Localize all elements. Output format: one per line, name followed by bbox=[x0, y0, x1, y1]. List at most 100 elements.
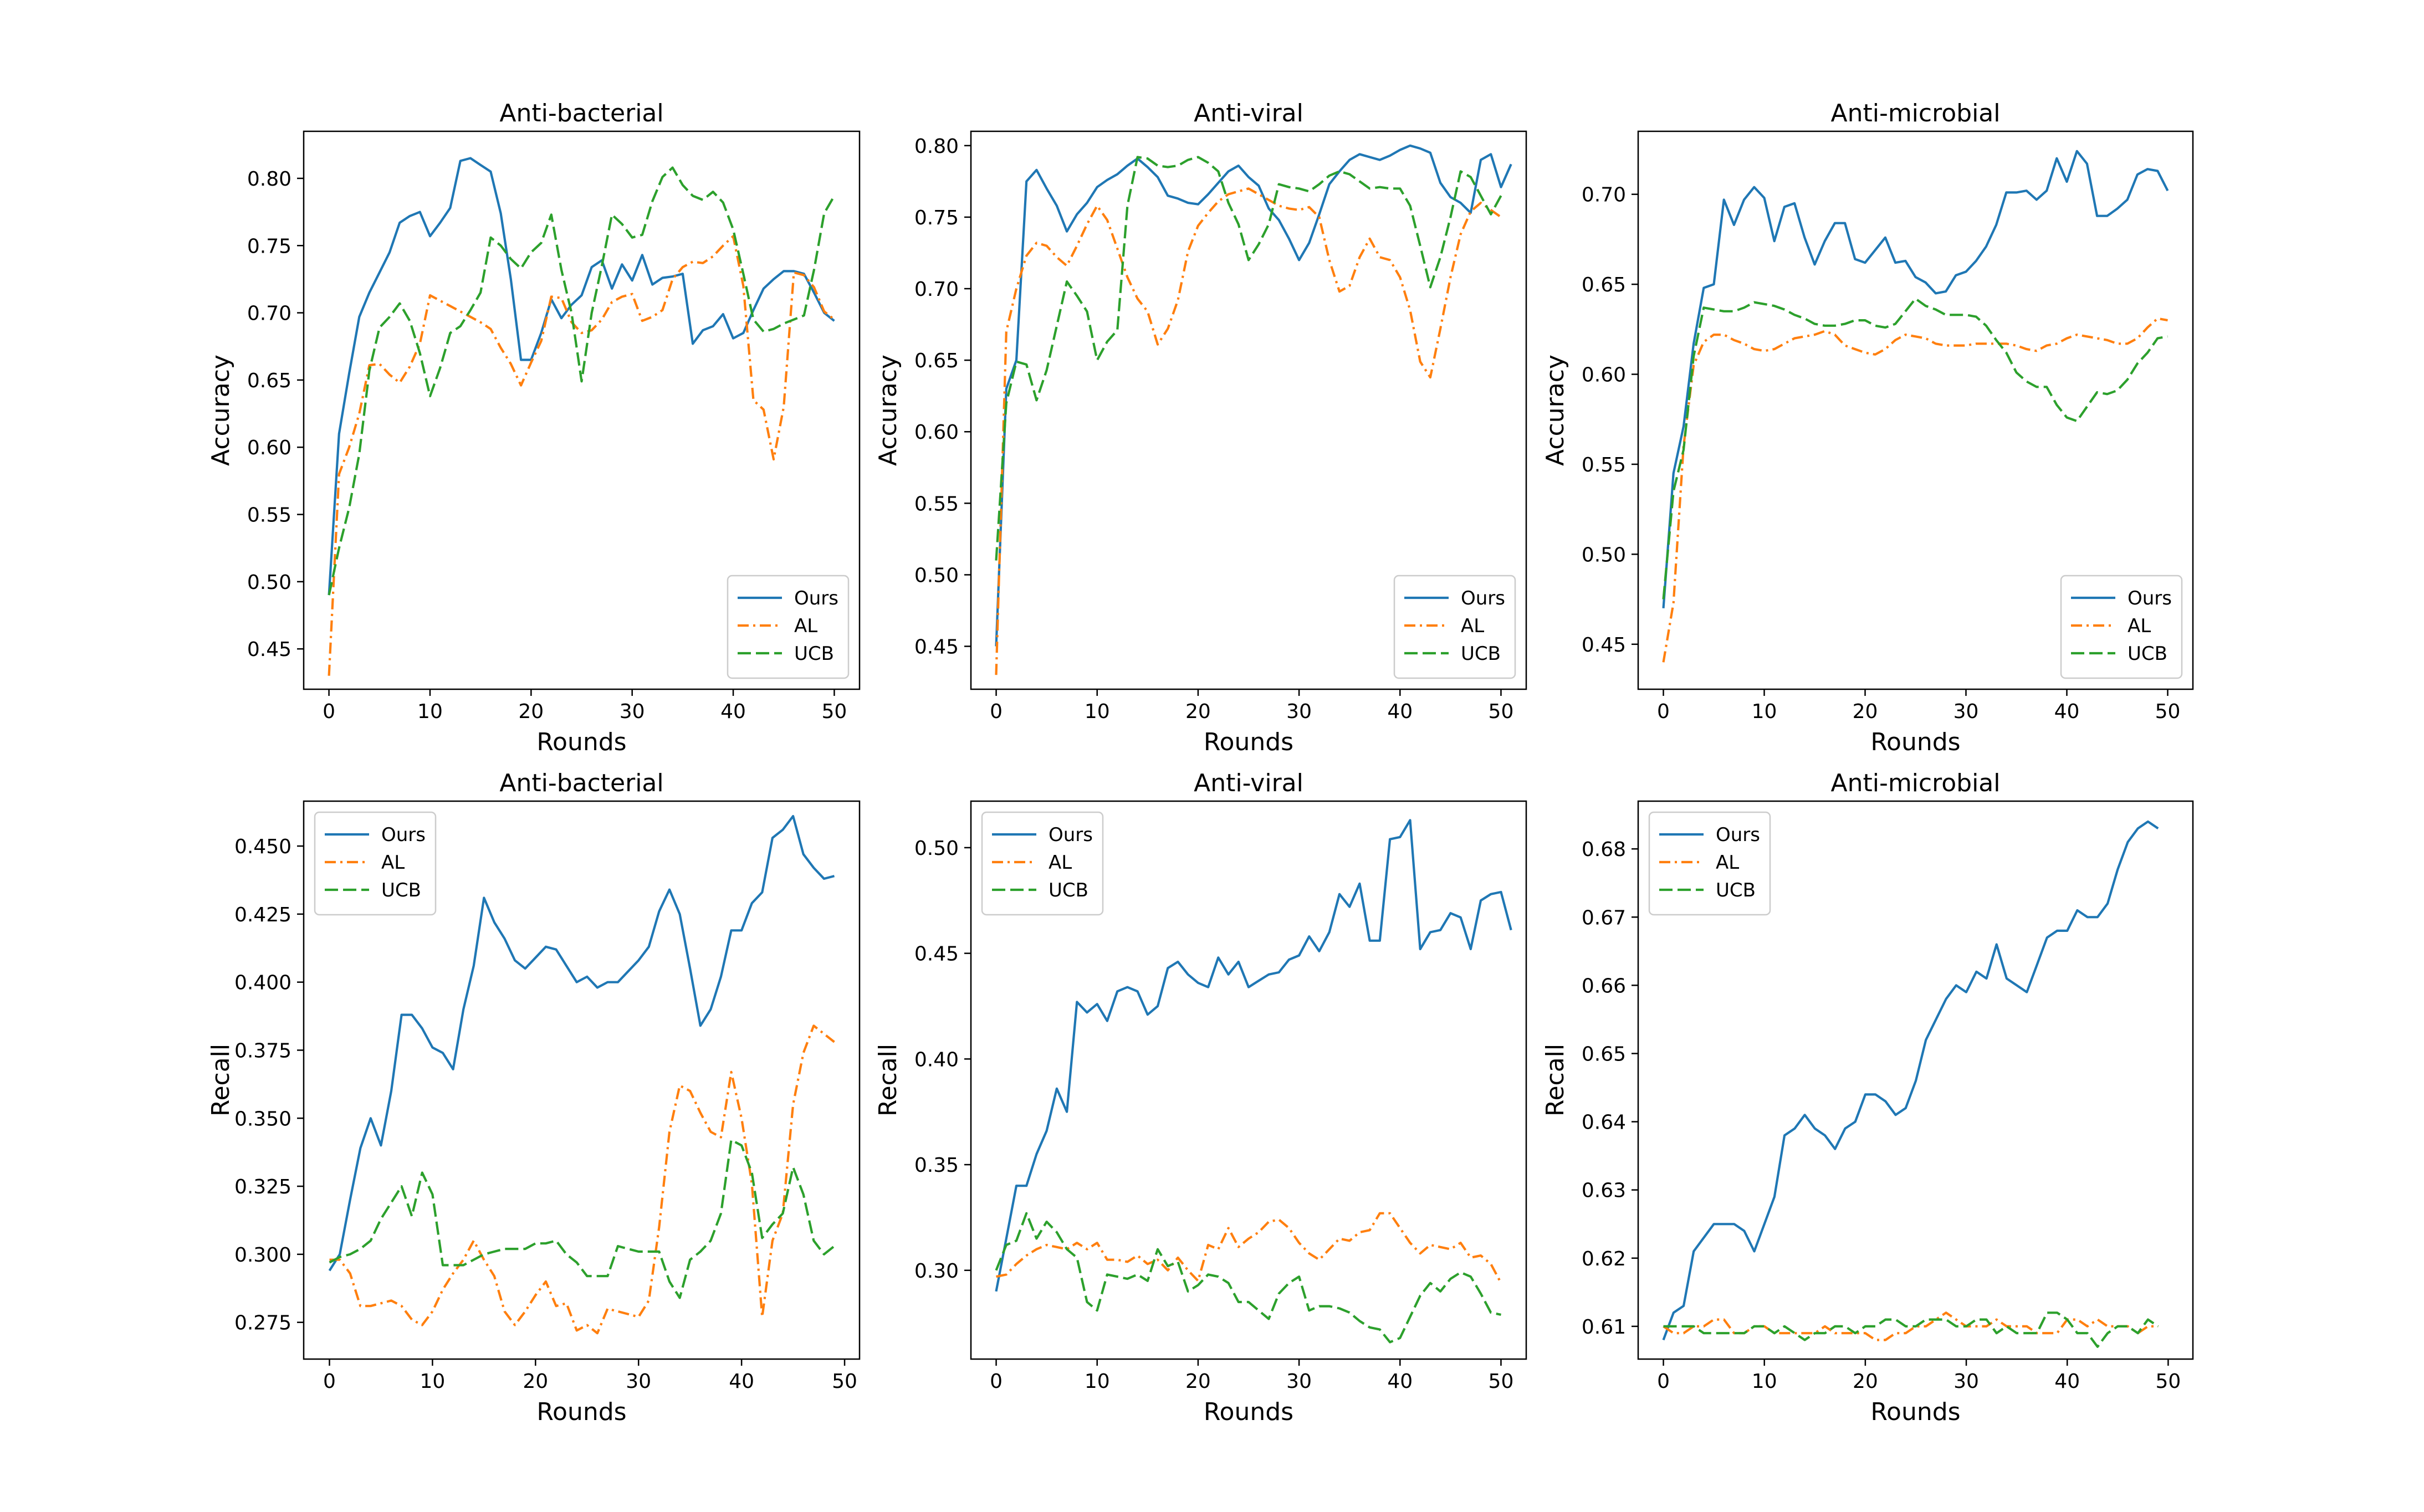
y-tick-label: 0.67 bbox=[1582, 906, 1626, 929]
series-group bbox=[995, 144, 1512, 675]
x-tick-label: 30 bbox=[1953, 1370, 1979, 1393]
y-tick-label: 0.45 bbox=[914, 943, 959, 966]
y-tick-label: 0.66 bbox=[1582, 975, 1626, 997]
x-tick-label: 20 bbox=[1853, 1370, 1878, 1393]
legend-label-al: AL bbox=[1049, 852, 1072, 874]
x-axis-label: Rounds bbox=[536, 1398, 626, 1426]
legend-label-al: AL bbox=[381, 852, 405, 874]
x-tick-label: 0 bbox=[1657, 1370, 1670, 1393]
series-group bbox=[328, 157, 836, 676]
y-tick-label: 0.55 bbox=[247, 504, 292, 527]
legend: Ours AL UCB bbox=[1648, 811, 1771, 916]
y-tick-label: 0.60 bbox=[1582, 364, 1626, 387]
x-tick-label: 50 bbox=[1489, 700, 1514, 723]
x-tick-label: 10 bbox=[1085, 700, 1110, 723]
x-tick-label: 20 bbox=[1853, 700, 1878, 723]
y-tick-label: 0.325 bbox=[234, 1176, 292, 1198]
x-tick-label: 10 bbox=[420, 1370, 445, 1393]
x-tick-label: 40 bbox=[2054, 700, 2080, 723]
x-tick-label: 40 bbox=[1387, 700, 1413, 723]
series-line-ucb bbox=[328, 166, 836, 596]
series-line-al bbox=[995, 187, 1502, 675]
y-tick-label: 0.68 bbox=[1582, 838, 1626, 861]
y-tick-label: 0.40 bbox=[914, 1048, 959, 1071]
legend-label-ours: Ours bbox=[1461, 587, 1505, 609]
legend-label-ucb: UCB bbox=[1461, 643, 1501, 665]
series-line-ucb bbox=[995, 156, 1502, 561]
x-axis-label: Rounds bbox=[1870, 1398, 1960, 1426]
y-axis-label: Accuracy bbox=[874, 355, 902, 466]
y-tick-label: 0.64 bbox=[1582, 1111, 1626, 1134]
x-axis-label: Rounds bbox=[1204, 728, 1293, 756]
x-tick-label: 40 bbox=[720, 700, 746, 723]
series-line-ours bbox=[328, 157, 835, 596]
y-tick-label: 0.375 bbox=[234, 1039, 292, 1062]
x-tick-label: 40 bbox=[1387, 1370, 1413, 1393]
subplot-6: Anti-microbial 0 10 20 30 40 50 0.61 0.62 0.63 0.6… bbox=[1541, 769, 2194, 1426]
y-tick-label: 0.400 bbox=[234, 972, 292, 995]
plot-frame bbox=[303, 130, 861, 690]
x-tick-label: 10 bbox=[417, 700, 443, 723]
y-tick-label: 0.45 bbox=[914, 636, 959, 659]
series-line-al bbox=[329, 1024, 835, 1335]
subplot-3: Anti-microbial 0 10 20 30 40 50 0.45 0.50 0.55 0.6… bbox=[1541, 99, 2194, 756]
legend-label-ours: Ours bbox=[1716, 824, 1760, 846]
y-tick-label: 0.350 bbox=[234, 1108, 292, 1130]
y-tick-label: 0.65 bbox=[1582, 1043, 1626, 1065]
y-tick-label: 0.275 bbox=[234, 1312, 292, 1335]
subplot-title: Anti-bacterial bbox=[499, 769, 663, 797]
x-axis-label: Rounds bbox=[1870, 728, 1960, 756]
x-tick-label: 50 bbox=[822, 700, 847, 723]
series-line-al bbox=[1663, 1311, 2159, 1341]
x-tick-label: 0 bbox=[1657, 700, 1670, 723]
series-line-ours bbox=[1662, 820, 2159, 1341]
subplot-4: Anti-bacterial 0 10 20 30 40 50 0.275 0.300 0.325… bbox=[207, 769, 861, 1426]
legend-label-ours: Ours bbox=[794, 587, 838, 609]
y-tick-label: 0.50 bbox=[1582, 544, 1626, 566]
y-tick-label: 0.70 bbox=[914, 278, 959, 301]
x-tick-label: 30 bbox=[1286, 1370, 1312, 1393]
y-axis-label: Accuracy bbox=[1541, 355, 1569, 466]
x-tick-label: 0 bbox=[990, 700, 1003, 723]
y-axis-label: Recall bbox=[1541, 1044, 1569, 1116]
subplot-1: Anti-bacterial 0 10 20 30 40 50 0.45 0.50 0.55 0.6… bbox=[207, 99, 861, 756]
legend-label-ucb: UCB bbox=[1716, 879, 1756, 901]
subplot-5: Anti-viral 0 10 20 30 40 50 0.30 0.35 0.40 0.45 0.5… bbox=[874, 769, 1527, 1426]
series-line-ours bbox=[1662, 150, 2169, 608]
y-tick-label: 0.70 bbox=[247, 303, 292, 325]
plot-frame bbox=[970, 800, 1527, 1360]
y-tick-label: 0.45 bbox=[247, 638, 292, 661]
y-tick-label: 0.50 bbox=[247, 571, 292, 594]
y-tick-label: 0.80 bbox=[247, 168, 292, 191]
y-tick-label: 0.30 bbox=[914, 1260, 959, 1283]
x-tick-label: 0 bbox=[990, 1370, 1003, 1393]
y-tick-label: 0.75 bbox=[914, 207, 959, 229]
x-tick-label: 40 bbox=[2054, 1370, 2080, 1393]
subplot-title: Anti-microbial bbox=[1830, 769, 2000, 797]
x-tick-label: 20 bbox=[1185, 700, 1211, 723]
legend-label-ucb: UCB bbox=[1049, 879, 1088, 901]
x-tick-label: 30 bbox=[1286, 700, 1312, 723]
y-tick-label: 0.425 bbox=[234, 904, 292, 926]
x-tick-label: 40 bbox=[729, 1370, 754, 1393]
y-tick-label: 0.50 bbox=[914, 837, 959, 860]
x-tick-label: 50 bbox=[832, 1370, 857, 1393]
y-tick-label: 0.65 bbox=[914, 350, 959, 372]
y-tick-label: 0.35 bbox=[914, 1154, 959, 1177]
x-tick-label: 30 bbox=[1953, 700, 1979, 723]
y-tick-label: 0.55 bbox=[1582, 454, 1626, 476]
y-tick-label: 0.60 bbox=[247, 437, 292, 459]
series-line-al bbox=[996, 1212, 1502, 1284]
legend-label-al: AL bbox=[2128, 615, 2151, 637]
x-tick-label: 10 bbox=[1752, 700, 1777, 723]
subplot-title: Anti-microbial bbox=[1830, 99, 2000, 127]
x-tick-label: 50 bbox=[1489, 1370, 1514, 1393]
series-group bbox=[1662, 150, 2169, 663]
series-group bbox=[1662, 820, 2159, 1348]
series-line-ucb bbox=[1663, 1311, 2159, 1348]
series-line-al bbox=[328, 235, 835, 676]
series-line-ucb bbox=[329, 1139, 835, 1299]
y-tick-label: 0.65 bbox=[247, 370, 292, 392]
y-tick-label: 0.65 bbox=[1582, 274, 1626, 296]
legend-label-al: AL bbox=[1716, 852, 1739, 874]
